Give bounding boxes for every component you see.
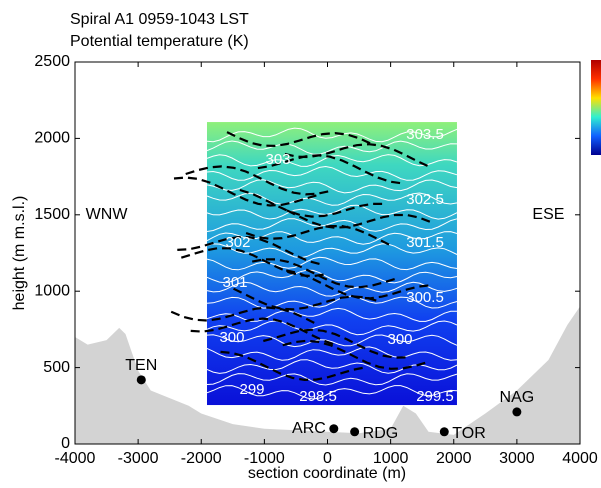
terrain [75,306,580,444]
wind-track [185,165,330,196]
y-tick-label: 1500 [34,206,70,223]
station-label: ARC [292,420,326,437]
wind-track [239,188,384,218]
wind-track [252,258,397,289]
contour-label: 303.5 [406,126,444,143]
wind-track [282,339,428,370]
x-tick-label: 3000 [499,450,535,467]
x-tick-label: -3000 [118,450,159,467]
wind-track [173,176,319,207]
x-tick-label: 0 [323,450,332,467]
contour-line [206,269,458,284]
y-tick-label: 2000 [34,130,70,147]
y-tick-label: 0 [61,435,70,452]
station-marker [136,375,146,385]
contour-line [206,320,458,336]
annotation: ESE [532,206,564,223]
chart-title: Spiral A1 0959-1043 LST [70,11,249,28]
station-label: TEN [125,357,157,374]
contour-line [206,231,458,245]
contour-label: 300.5 [406,289,444,306]
contour-line [206,256,458,271]
contour-label: 300 [219,329,244,346]
contour-line [206,165,458,181]
overlay: 303.5 303 302.5 302 301.5 301 300.5 300 300 299 29… [34,53,597,467]
contour-line [206,385,458,400]
contour-label: 303 [265,151,290,168]
y-tick-label: 2500 [34,53,70,70]
contour-line [206,373,458,386]
contour-label: 302 [225,234,250,251]
station-label: NAG [500,389,535,406]
x-tick-label: -1000 [244,450,285,467]
contour-line [206,218,458,232]
chart-subtitle: Potential temperature (K) [70,33,249,50]
contour-line [206,295,458,309]
station-marker [350,427,360,437]
wind-track [257,154,403,185]
contour-line [206,346,458,361]
contour-line [206,140,458,155]
wind-track [177,236,322,266]
wind-track [286,209,432,229]
x-axis-label: section coordinate (m) [248,465,406,482]
x-tick-label: 1000 [373,450,409,467]
wind-track [233,287,378,311]
station-marker [329,424,339,434]
wind-track [284,143,430,168]
x-tick-label: -4000 [55,450,96,467]
contour-line [206,243,458,259]
contour-line [206,154,458,167]
x-tick-label: -2000 [181,450,222,467]
annotation: WNW [86,206,129,223]
wind-track [263,328,408,359]
contour-label: 300 [388,331,413,348]
station-marker [439,427,449,437]
wind-track [245,225,391,247]
contour-line [206,359,458,374]
y-axis-label: height (m m.s.l.) [11,196,28,311]
wind-track [180,247,326,278]
contour-line [206,281,458,297]
y-tick-label: 1000 [34,282,70,299]
x-tick-label: 4000 [562,450,598,467]
contour-label: 299 [239,381,264,398]
contour-line [206,127,458,143]
wind-track [190,317,336,346]
y-tick-label: 500 [43,359,70,376]
wind-track [220,350,365,382]
station-label: RDG [363,425,399,442]
contour-line [206,192,458,206]
contour-line [206,334,458,348]
contour-label: 298.5 [299,388,337,405]
plot-area [75,122,580,444]
contour-label: 299.5 [416,388,454,405]
wind-track [226,131,372,148]
contour-line [206,179,458,194]
wind-track [170,306,316,325]
colorbar [591,60,601,155]
contour-label: 301.5 [406,234,444,251]
contour-label: 302.5 [406,191,444,208]
contour-label: 301 [223,274,248,291]
station-label: TOR [452,425,485,442]
contour-line [206,204,458,220]
x-tick-label: 2000 [436,450,472,467]
station-marker [512,407,522,417]
